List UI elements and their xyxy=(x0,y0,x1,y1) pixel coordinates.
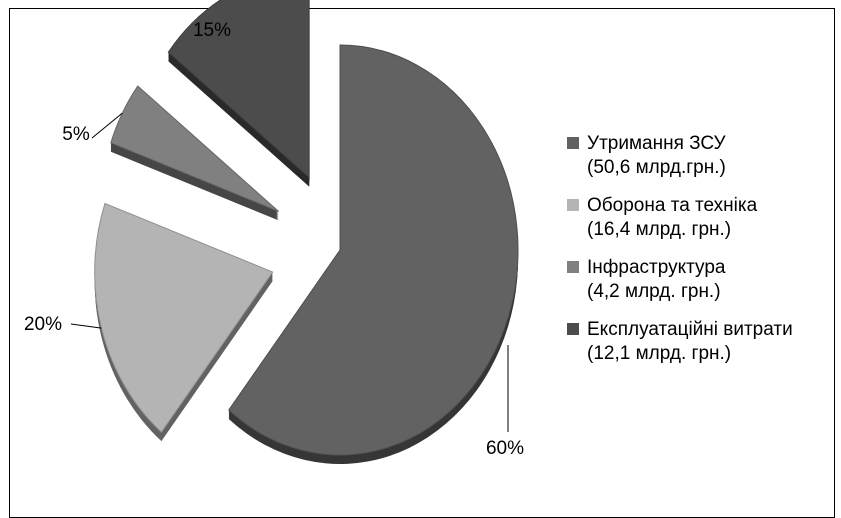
legend-value-3: (12,1 млрд. грн.) xyxy=(587,343,732,364)
percent-label-2: 5% xyxy=(62,124,90,145)
legend-label-3: Експлуатаційні витрати xyxy=(587,319,793,340)
leader-line-2 xyxy=(91,112,123,139)
legend-item-3: Експлуатаційні витрати (12,1 млрд. грн.) xyxy=(567,318,837,366)
legend-label-1: Оборона та техніка xyxy=(587,195,758,216)
pie-slice-0 xyxy=(228,44,519,456)
legend-value-0: (50,6 млрд.грн.) xyxy=(587,157,726,178)
legend-swatch-2 xyxy=(567,261,579,273)
percent-label-1: 20% xyxy=(24,314,62,335)
legend-value-1: (16,4 млрд. грн.) xyxy=(587,219,732,240)
legend-swatch-1 xyxy=(567,199,579,211)
legend-item-0: Утримання ЗСУ (50,6 млрд.грн.) xyxy=(567,132,837,180)
legend-label-2: Інфраструктура xyxy=(587,257,726,278)
legend-swatch-0 xyxy=(567,137,579,149)
leader-line-1 xyxy=(70,323,102,329)
legend-label-0: Утримання ЗСУ xyxy=(587,133,726,154)
pie-slice-1 xyxy=(94,202,274,433)
legend-value-2: (4,2 млрд. грн.) xyxy=(587,281,721,302)
pie-slice-3 xyxy=(167,0,310,179)
percent-label-3: 15% xyxy=(193,20,231,41)
percent-label-0: 60% xyxy=(486,438,524,459)
legend-item-2: Інфраструктура (4,2 млрд. грн.) xyxy=(567,256,837,304)
legend-swatch-3 xyxy=(567,323,579,335)
legend-item-1: Оборона та техніка (16,4 млрд. грн.) xyxy=(567,194,837,242)
legend: Утримання ЗСУ (50,6 млрд.грн.) Оборона т… xyxy=(567,132,837,380)
